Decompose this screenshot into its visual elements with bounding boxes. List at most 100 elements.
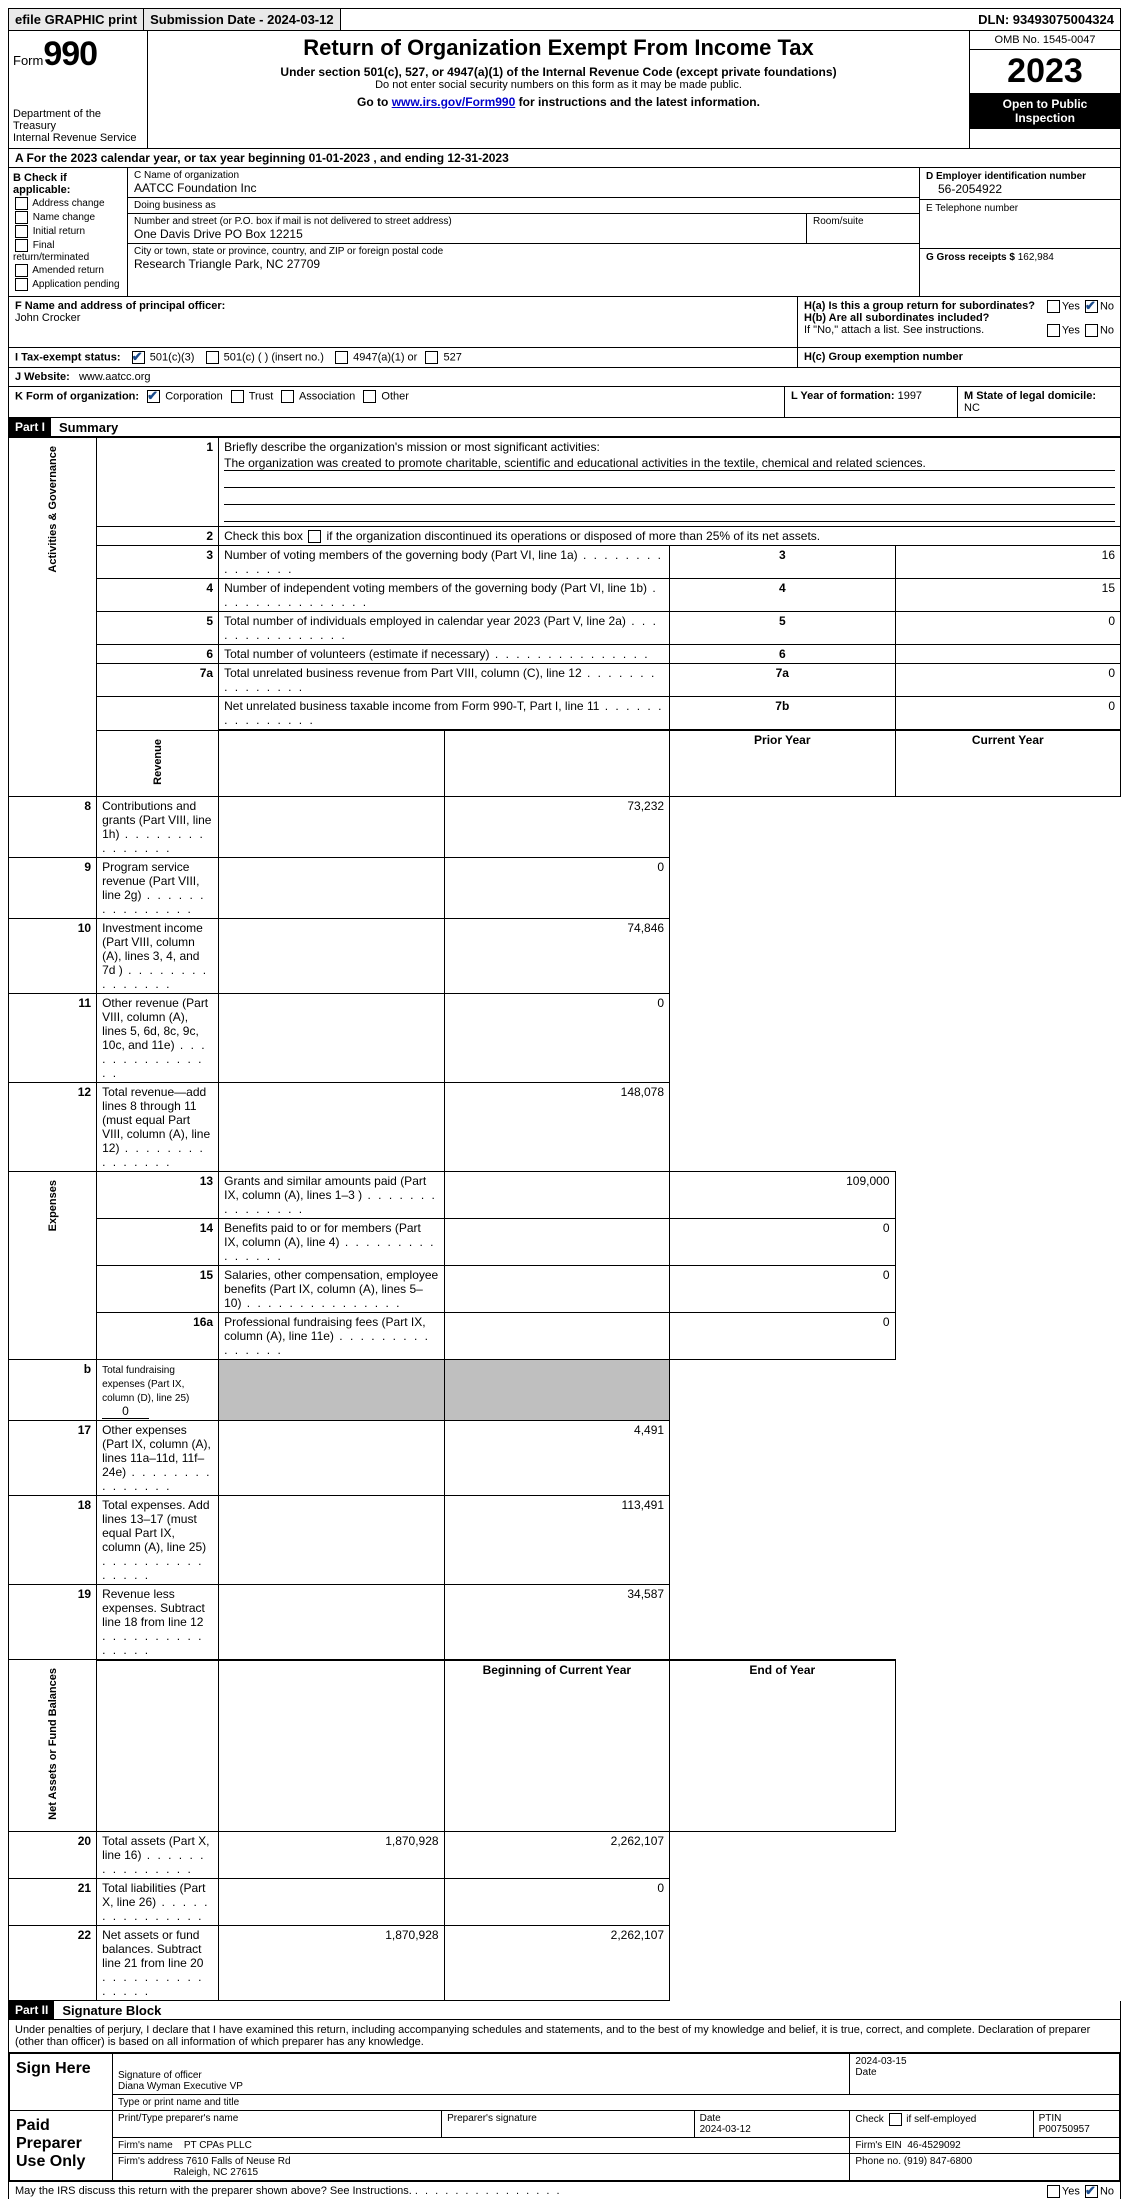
chk-corp[interactable]: [147, 390, 160, 403]
part2-title: Signature Block: [54, 2003, 161, 2018]
hb-label: H(b) Are all subordinates included?: [804, 312, 989, 324]
ha-label: H(a) Is this a group return for subordin…: [804, 300, 1035, 312]
chk-self-employed[interactable]: [889, 2113, 902, 2126]
addr-label: Number and street (or P.O. box if mail i…: [134, 216, 800, 227]
line16b-value: 0: [102, 1404, 149, 1419]
chk-discontinued[interactable]: [308, 530, 321, 543]
ha-yes[interactable]: [1047, 300, 1060, 313]
firm-name: PT CPAs PLLC: [184, 2140, 252, 2151]
prep-date-label: Date: [700, 2113, 721, 2124]
form-subtitle: Under section 501(c), 527, or 4947(a)(1)…: [156, 65, 961, 79]
table-row: 7aTotal unrelated business revenue from …: [9, 664, 1121, 697]
prep-sig-label: Preparer's signature: [442, 2111, 694, 2138]
penalty-text: Under penalties of perjury, I declare th…: [9, 2020, 1120, 2053]
goto-pre: Go to: [357, 95, 392, 109]
city-value: Research Triangle Park, NC 27709: [134, 257, 913, 271]
line2-text: Check this box if the organization disco…: [224, 529, 820, 543]
chk-4947[interactable]: [335, 351, 348, 364]
side-net: Net Assets or Fund Balances: [47, 1662, 59, 1826]
dba-label: Doing business as: [134, 200, 913, 211]
firm-ein-label: Firm's EIN: [855, 2140, 901, 2151]
table-row: 5Total number of individuals employed in…: [9, 612, 1121, 645]
chk-initial-return[interactable]: Initial return: [13, 225, 123, 238]
chk-final-return[interactable]: Final return/terminated: [13, 239, 123, 263]
line16b-label: Total fundraising expenses (Part IX, col…: [102, 1365, 189, 1404]
hb-yes[interactable]: [1047, 324, 1060, 337]
box-b: B Check if applicable: Address change Na…: [9, 168, 128, 296]
side-gov: Activities & Governance: [47, 440, 59, 579]
firm-phone-label: Phone no.: [855, 2156, 901, 2167]
part2-header: Part II Signature Block: [8, 2001, 1121, 2020]
org-name-label: C Name of organization: [134, 170, 913, 181]
chk-527[interactable]: [425, 351, 438, 364]
efile-print-button[interactable]: efile GRAPHIC print: [9, 9, 144, 30]
table-row: 18Total expenses. Add lines 13–17 (must …: [9, 1495, 1121, 1584]
room-label: Room/suite: [807, 214, 919, 243]
discuss-yes[interactable]: [1047, 2185, 1060, 2198]
chk-501c[interactable]: [206, 351, 219, 364]
table-row: Net unrelated business taxable income fr…: [9, 697, 1121, 731]
org-name: AATCC Foundation Inc: [134, 181, 913, 195]
chk-address-change[interactable]: Address change: [13, 197, 123, 210]
chk-other[interactable]: [363, 390, 376, 403]
goto-link[interactable]: www.irs.gov/Form990: [392, 95, 516, 109]
table-row: 20Total assets (Part X, line 16)1,870,92…: [9, 1832, 1121, 1879]
part1-header: Part I Summary: [8, 418, 1121, 437]
hb-no[interactable]: [1085, 324, 1098, 337]
tax-exempt-label: I Tax-exempt status:: [15, 351, 121, 363]
sig-officer-label: Signature of officer: [118, 2070, 202, 2081]
city-label: City or town, state or province, country…: [134, 246, 913, 257]
addr-value: One Davis Drive PO Box 12215: [134, 227, 800, 241]
domicile: NC: [964, 402, 980, 414]
sig-date: 2024-03-15: [855, 2056, 906, 2067]
open-inspection-label: Open to Public Inspection: [970, 93, 1120, 129]
dln-label: DLN: 93493075004324: [972, 9, 1120, 30]
table-row: Expenses13Grants and similar amounts pai…: [9, 1171, 1121, 1218]
box-b-label: B Check if applicable:: [13, 172, 123, 196]
firm-addr-label: Firm's address: [118, 2156, 183, 2167]
irs-label: Internal Revenue Service: [13, 132, 143, 144]
phone-label: E Telephone number: [926, 203, 1114, 214]
website-value: www.aatcc.org: [79, 371, 151, 383]
table-row: 8Contributions and grants (Part VIII, li…: [9, 796, 1121, 857]
chk-assoc[interactable]: [281, 390, 294, 403]
chk-name-change[interactable]: Name change: [13, 211, 123, 224]
ha-no[interactable]: [1085, 300, 1098, 313]
prep-date: 2024-03-12: [700, 2124, 751, 2135]
top-bar: efile GRAPHIC print Submission Date - 20…: [8, 8, 1121, 31]
discuss-no[interactable]: [1085, 2185, 1098, 2198]
year-formation: 1997: [898, 390, 922, 402]
entity-block: B Check if applicable: Address change Na…: [8, 168, 1121, 297]
form-word: Form: [13, 53, 43, 68]
ssn-note: Do not enter social security numbers on …: [156, 79, 961, 91]
table-row: 17Other expenses (Part IX, column (A), l…: [9, 1420, 1121, 1495]
chk-501c3[interactable]: [132, 351, 145, 364]
part2-num: Part II: [9, 2001, 54, 2019]
col-curr: Current Year: [895, 730, 1120, 796]
table-row: 16aProfessional fundraising fees (Part I…: [9, 1312, 1121, 1359]
col-end: End of Year: [670, 1660, 895, 1832]
header-left: Form990 Department of the Treasury Inter…: [9, 31, 148, 148]
table-row: 22Net assets or fund balances. Subtract …: [9, 1926, 1121, 2001]
sig-type-label: Type or print name and title: [113, 2095, 1120, 2111]
part1-title: Summary: [51, 420, 118, 435]
table-row: 10Investment income (Part VIII, column (…: [9, 918, 1121, 993]
chk-app-pending[interactable]: Application pending: [13, 278, 123, 291]
domicile-label: M State of legal domicile:: [964, 390, 1096, 402]
chk-amended[interactable]: Amended return: [13, 264, 123, 277]
table-row: 14Benefits paid to or for members (Part …: [9, 1218, 1121, 1265]
box-c: C Name of organization AATCC Foundation …: [128, 168, 919, 296]
summary-table: Activities & Governance 1 Briefly descri…: [8, 437, 1121, 2001]
chk-trust[interactable]: [231, 390, 244, 403]
side-rev: Revenue: [152, 733, 164, 791]
form-header: Form990 Department of the Treasury Inter…: [8, 31, 1121, 149]
form-org-label: K Form of organization:: [15, 390, 139, 402]
mission-text: The organization was created to promote …: [224, 456, 1115, 471]
prep-name-label: Print/Type preparer's name: [113, 2111, 442, 2138]
table-row: 21Total liabilities (Part X, line 26)0: [9, 1879, 1121, 1926]
firm-addr1: 7610 Falls of Neuse Rd: [186, 2156, 291, 2167]
discuss-label: May the IRS discuss this return with the…: [15, 2185, 412, 2197]
paid-preparer-label: Paid Preparer Use Only: [10, 2111, 113, 2181]
sig-date-label: Date: [855, 2067, 876, 2078]
mid-rows: F Name and address of principal officer:…: [8, 297, 1121, 418]
